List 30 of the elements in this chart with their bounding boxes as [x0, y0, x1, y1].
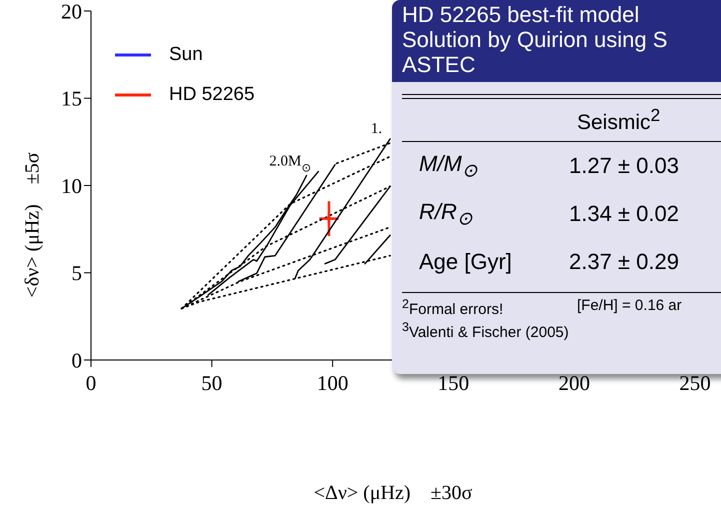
annotation: Age [Gyr] — [418, 249, 513, 275]
annotation: ASTEC — [402, 52, 476, 77]
annotation: $^{2}$Formal errors! — [402, 297, 504, 318]
annotation: Solution by Quirion using S — [402, 27, 668, 52]
x-tick-label: 150 — [438, 370, 470, 395]
annotation: M/M$_{⊙}$ — [418, 150, 478, 182]
y-axis-title: <δν> (μHz) ±5σ — [22, 152, 44, 298]
annotation: [Fe/H] = 0.16 ar — [577, 297, 682, 316]
x-tick-label: 250 — [679, 370, 711, 395]
x-tick-label: 100 — [316, 370, 348, 395]
annotation: 1.27 ± 0.03 — [569, 153, 679, 179]
y-tick-label: 15 — [61, 86, 82, 111]
annotation: R/R$_{⊙}$ — [418, 198, 474, 230]
legend-label: HD 52265 — [169, 84, 255, 106]
annotation: Seismic$^{2}$ — [576, 104, 662, 136]
annotation: $^{3}$Valenti & Fischer (2005) — [402, 320, 570, 341]
y-tick-label: 5 — [72, 261, 82, 286]
annotation: 2.37 ± 0.29 — [569, 249, 679, 275]
y-tick-label: 10 — [61, 174, 82, 198]
y-tick-label: 20 — [61, 0, 82, 24]
annotation: 1. — [370, 120, 382, 137]
annotation: 1.34 ± 0.02 — [569, 201, 679, 227]
card-header: HD 52265 best-fit model Solution by Quirion using S ASTEC — [392, 0, 721, 82]
x-tick-label: 200 — [558, 370, 590, 395]
legend-label: Sun — [169, 44, 203, 66]
annotation: HD 52265 best-fit model — [402, 2, 640, 27]
x-tick-label: 50 — [201, 370, 222, 395]
y-tick-label: 0 — [72, 348, 82, 372]
annotation: 2.0M$_{⊙}$ — [269, 154, 310, 175]
x-axis-title: <Δν> (μHz) ±30σ — [312, 482, 474, 505]
